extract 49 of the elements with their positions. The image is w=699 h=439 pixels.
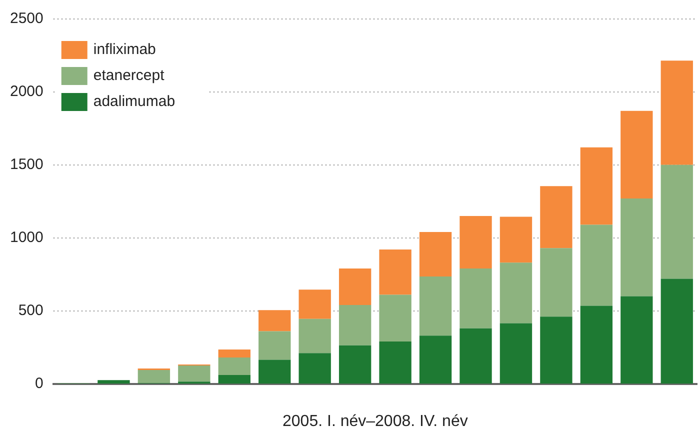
bar — [258, 331, 291, 360]
bar — [580, 306, 613, 384]
legend-label: adalimumab — [93, 93, 176, 110]
bar — [500, 216, 532, 263]
x-axis-title: 2005. I. név–2008. IV. név — [282, 412, 468, 430]
bar — [540, 316, 572, 384]
bar — [298, 353, 331, 384]
bar — [298, 318, 331, 354]
bar — [500, 262, 532, 324]
bar — [379, 250, 412, 295]
bar — [338, 268, 372, 306]
legend-label: infliximab — [93, 41, 156, 58]
bar — [620, 110, 653, 198]
y-tick-label: 500 — [18, 302, 44, 319]
bar — [379, 341, 412, 384]
bar — [660, 164, 693, 279]
bar — [98, 380, 130, 384]
bar — [258, 360, 291, 384]
bar — [620, 296, 653, 384]
bar — [419, 232, 452, 277]
y-tick-label: 1500 — [10, 156, 44, 174]
y-tick-label: 2500 — [10, 10, 44, 28]
bar — [218, 358, 250, 376]
bar — [460, 328, 492, 384]
bar — [218, 375, 250, 384]
bar — [338, 305, 372, 346]
bar — [620, 198, 653, 296]
bar — [338, 345, 372, 384]
bar — [500, 323, 532, 384]
bar — [258, 310, 291, 332]
bar — [379, 294, 412, 342]
bar — [460, 268, 492, 328]
y-tick-label: 2000 — [10, 83, 44, 100]
bar — [178, 366, 210, 382]
bar — [419, 276, 452, 336]
bar — [580, 224, 613, 306]
bar — [540, 248, 572, 317]
bar — [660, 60, 693, 165]
bar — [660, 278, 693, 384]
bar — [540, 186, 572, 248]
y-tick-label: 1000 — [10, 229, 44, 246]
y-tick-label: 0 — [35, 374, 44, 392]
bar — [419, 336, 452, 384]
bar — [460, 216, 492, 269]
bar — [138, 370, 170, 384]
bar — [298, 290, 331, 319]
bar — [580, 147, 613, 225]
bar — [218, 350, 250, 358]
legend-label: etanercept — [93, 67, 166, 84]
